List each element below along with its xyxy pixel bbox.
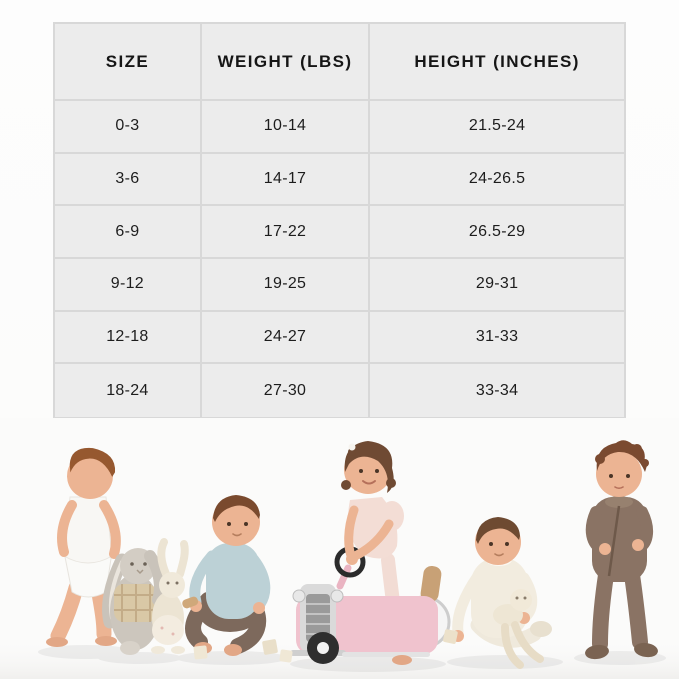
- column-header-size: SIZE: [55, 24, 202, 101]
- table-cell-height: 31-33: [370, 311, 624, 365]
- hair-bow: [348, 443, 356, 451]
- table-cell-weight: 19-25: [201, 259, 371, 312]
- table-cell-weight: 17-22: [201, 206, 371, 259]
- table-cell-weight: 27-30: [201, 364, 371, 417]
- table-cell-size: 6-9: [55, 206, 202, 259]
- baby-1-head: [67, 447, 116, 499]
- baby-sitting-cream: [443, 517, 552, 669]
- table-cell-height: 33-34: [370, 364, 624, 417]
- toddler-on-pink-car: [290, 441, 451, 665]
- baby-photo-scene: [0, 418, 679, 679]
- table-cell-weight: 24-27: [201, 311, 371, 365]
- size-chart-table: SIZE WEIGHT (LBS) HEIGHT (INCHES) 0-3 10…: [53, 22, 626, 419]
- table-cell-height: 29-31: [370, 259, 624, 312]
- table-cell-height: 26.5-29: [370, 206, 624, 259]
- toddler-brown-pajamas: [585, 440, 658, 660]
- table-cell-weight: 10-14: [201, 101, 371, 154]
- table-cell-weight: 14-17: [201, 153, 371, 207]
- table-cell-size: 3-6: [55, 153, 202, 207]
- plush-lamb: [493, 589, 544, 669]
- table-cell-height: 24-26.5: [370, 153, 624, 207]
- pajama-collar: [605, 496, 633, 508]
- table-cell-height: 21.5-24: [370, 101, 624, 154]
- plush-bunnies: [102, 538, 189, 655]
- zipper: [607, 505, 621, 577]
- car-seat-back: [420, 565, 442, 603]
- table-cell-size: 0-3: [55, 101, 202, 154]
- column-header-height: HEIGHT (INCHES): [370, 24, 624, 101]
- column-header-weight: WEIGHT (LBS): [201, 24, 371, 101]
- table-cell-size: 9-12: [55, 259, 202, 312]
- baby-sitting-blue: [182, 495, 271, 656]
- table-cell-size: 12-18: [55, 311, 202, 365]
- table-cell-size: 18-24: [55, 364, 202, 417]
- wooden-blocks: [193, 639, 293, 663]
